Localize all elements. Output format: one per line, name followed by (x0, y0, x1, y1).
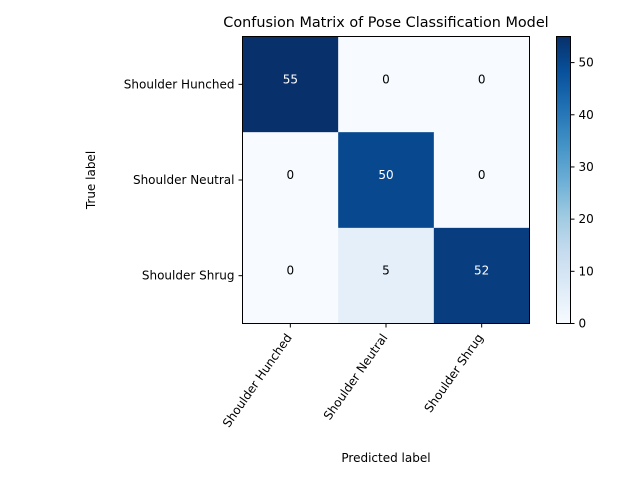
y-axis-label: True label (84, 151, 98, 210)
colorbar-bar (556, 36, 571, 324)
cell-value-label: 50 (378, 168, 393, 182)
heatmap-cell-labels: 55 0 0 0 50 0 0 5 52 (283, 72, 490, 277)
colorbar-tick-label: 40 (579, 108, 594, 122)
cell-value-label: 0 (382, 72, 390, 86)
cell-value-label: 55 (283, 72, 298, 86)
heatmap-cell (242, 36, 339, 133)
cell-value-label: 0 (478, 72, 486, 86)
cell-value-label: 0 (287, 168, 295, 182)
heatmap-cell (433, 132, 531, 229)
y-tick-label: Shoulder Shrug (142, 269, 235, 283)
heatmap-cell (338, 36, 435, 133)
colorbar-tick-label: 30 (579, 160, 594, 174)
x-tick-label: Shoulder Shrug (422, 331, 487, 415)
heatmap-cell (242, 227, 339, 325)
heatmap-cell (338, 132, 435, 229)
colorbar-ticks: 0 10 20 30 40 50 (570, 56, 594, 331)
heatmap-cells (242, 36, 531, 325)
y-axis: Shoulder Hunched Shoulder Neutral Shoulder… (124, 77, 243, 283)
x-tick-label: Shoulder Neutral (321, 331, 391, 422)
colorbar (556, 36, 571, 324)
cell-value-label: 0 (287, 264, 295, 278)
heatmap-cell (338, 227, 435, 325)
cell-value-label: 52 (474, 264, 489, 278)
x-axis-label: Predicted label (341, 451, 430, 465)
heatmap-cell (242, 132, 339, 229)
heatmap-cell (433, 36, 531, 133)
x-axis: Shoulder Hunched Shoulder Neutral Shoulder… (220, 323, 487, 430)
colorbar-tick-label: 0 (579, 317, 587, 331)
heatmap-cell (433, 227, 531, 325)
y-tick-label: Shoulder Hunched (124, 77, 235, 91)
cell-value-label: 0 (478, 168, 486, 182)
colorbar-tick-label: 20 (579, 212, 594, 226)
cell-value-label: 5 (382, 264, 390, 278)
colorbar-tick-label: 50 (579, 56, 594, 70)
colorbar-tick-label: 10 (579, 264, 594, 278)
y-tick-label: Shoulder Neutral (133, 173, 235, 187)
chart-title: Confusion Matrix of Pose Classification … (223, 15, 548, 31)
x-tick-label: Shoulder Hunched (220, 331, 295, 430)
